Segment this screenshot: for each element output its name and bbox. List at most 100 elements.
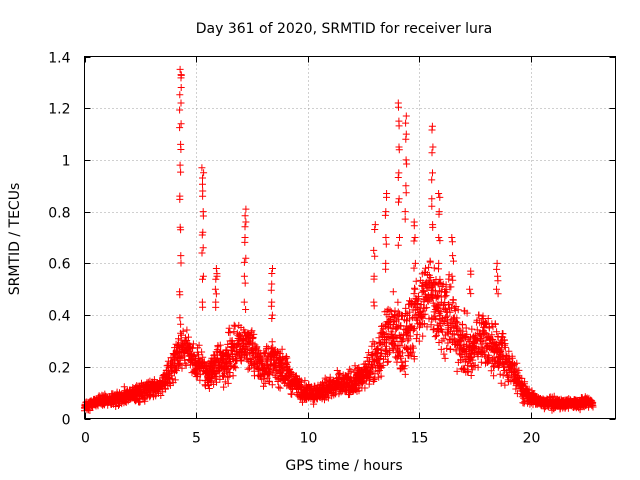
data-point <box>473 326 481 334</box>
data-point <box>386 306 394 314</box>
data-point <box>261 379 269 387</box>
data-point <box>505 373 513 381</box>
data-point <box>428 126 436 134</box>
data-point <box>454 319 462 327</box>
data-point <box>176 124 184 132</box>
data-point <box>199 192 207 200</box>
data-point <box>436 193 444 201</box>
data-point <box>443 344 451 352</box>
data-point <box>229 372 237 380</box>
y-tick-label: 0.4 <box>48 309 70 325</box>
data-point <box>240 298 248 306</box>
data-point <box>395 103 402 111</box>
data-point <box>429 223 437 231</box>
data-point <box>333 375 341 382</box>
data-point <box>402 119 410 127</box>
data-point <box>414 300 422 307</box>
y-tick-label: 1.4 <box>48 51 70 67</box>
data-point <box>347 367 355 375</box>
data-point <box>177 331 185 339</box>
data-point <box>454 306 462 314</box>
data-point <box>589 401 597 409</box>
data-point <box>223 373 231 381</box>
data-point <box>205 385 213 392</box>
data-point <box>487 367 495 375</box>
data-point <box>336 370 344 378</box>
data-point <box>283 354 291 362</box>
data-point <box>515 366 523 374</box>
data-point <box>467 290 475 298</box>
x-axis-label: GPS time / hours <box>285 458 402 474</box>
data-point <box>190 352 198 360</box>
data-point <box>404 337 412 345</box>
data-point <box>402 189 410 197</box>
data-point <box>463 330 471 338</box>
data-point <box>423 323 431 331</box>
data-point <box>429 169 436 177</box>
data-point <box>226 369 234 376</box>
data-point <box>421 310 429 318</box>
data-point <box>199 174 206 182</box>
data-point <box>431 312 439 320</box>
data-point <box>435 321 443 329</box>
data-point <box>477 350 485 358</box>
data-point <box>490 363 497 371</box>
data-point <box>212 303 220 311</box>
data-point <box>383 307 391 315</box>
data-point <box>467 372 475 379</box>
data-point <box>419 332 427 340</box>
data-point <box>177 71 185 79</box>
data-point <box>436 237 444 245</box>
data-point <box>268 381 276 389</box>
data-point <box>459 320 466 328</box>
data-point <box>405 308 413 316</box>
data-point <box>431 281 439 289</box>
data-point <box>430 264 438 272</box>
data-point <box>469 356 477 364</box>
data-point <box>444 339 452 347</box>
data-point <box>453 367 461 375</box>
data-point <box>499 330 507 338</box>
data-point <box>268 311 276 319</box>
data-point <box>157 392 165 399</box>
data-point <box>437 345 445 353</box>
data-point <box>265 371 273 379</box>
data-point <box>263 343 271 351</box>
data-point <box>221 378 229 386</box>
data-point <box>484 315 492 322</box>
data-point <box>253 343 261 351</box>
data-point <box>199 212 207 220</box>
y-axis-label: SRMTID / TECUs <box>7 183 23 296</box>
axis-ticks: 0 5 10 15 20 0 0.2 0.4 0.6 0.8 1 1.2 1.4 <box>48 51 616 447</box>
data-point <box>428 149 436 157</box>
data-point <box>453 314 461 322</box>
data-point <box>176 161 184 169</box>
data-point <box>240 272 248 280</box>
data-point <box>446 308 454 316</box>
data-point <box>176 91 184 99</box>
data-point <box>198 164 206 172</box>
data-point <box>411 234 419 241</box>
data-point <box>241 279 249 287</box>
data-point <box>396 342 404 350</box>
data-point <box>381 211 389 219</box>
data-point <box>177 146 185 153</box>
data-point <box>376 362 384 370</box>
data-point <box>429 143 437 151</box>
data-point <box>161 385 169 393</box>
data-point <box>213 270 221 278</box>
data-point <box>451 307 459 315</box>
data-point <box>395 195 403 203</box>
data-point <box>550 392 558 400</box>
data-point <box>521 378 529 386</box>
data-point <box>242 205 250 213</box>
data-point <box>443 288 451 296</box>
data-point <box>435 287 443 295</box>
data-point <box>449 252 457 260</box>
data-point <box>232 364 240 372</box>
data-point <box>177 84 185 91</box>
data-point <box>413 331 421 339</box>
data-point <box>242 218 250 226</box>
data-point <box>402 112 410 120</box>
data-point <box>374 346 382 353</box>
